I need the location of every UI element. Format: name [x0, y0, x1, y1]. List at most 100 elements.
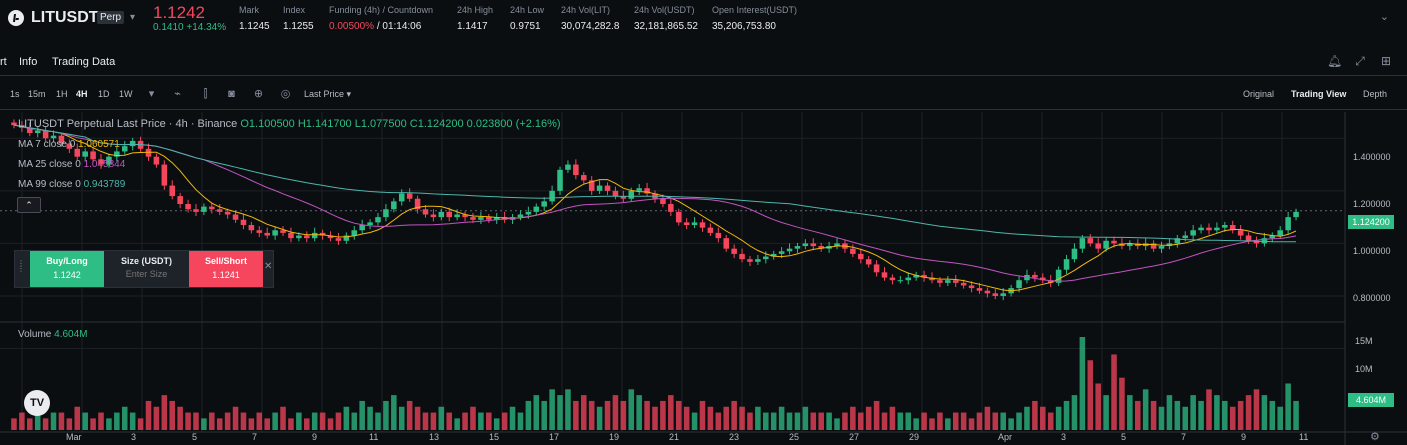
- volume-bar: [137, 418, 144, 430]
- volume-bar: [58, 412, 65, 430]
- volume-bar: [699, 400, 706, 430]
- candle: [984, 290, 991, 294]
- candle-type-icon[interactable]: ⫿: [203, 88, 208, 100]
- sell-label: Sell/Short: [204, 256, 247, 266]
- candle: [446, 211, 453, 218]
- candle: [296, 235, 302, 239]
- volume-tick: 15M: [1355, 336, 1373, 346]
- candle: [1119, 243, 1125, 247]
- candle: [288, 232, 294, 239]
- candle: [1269, 235, 1276, 239]
- plus-circle-icon[interactable]: ⊕: [253, 88, 264, 100]
- candle: [1214, 227, 1220, 231]
- candle: [715, 232, 722, 239]
- date-tick: 25: [789, 432, 800, 442]
- candle: [770, 253, 777, 257]
- timeframe-1h[interactable]: 1H: [56, 89, 68, 99]
- volume-bar: [937, 412, 943, 430]
- camera-icon[interactable]: ◙: [228, 88, 235, 100]
- candle: [201, 206, 207, 212]
- chevron-down-icon[interactable]: ▾: [148, 88, 155, 100]
- candle: [810, 243, 817, 247]
- volume-bar: [383, 400, 389, 430]
- timeframe-1w[interactable]: 1W: [119, 89, 133, 99]
- close-icon[interactable]: ✕: [264, 261, 273, 272]
- volume-bar: [612, 395, 619, 430]
- settings-circle-icon[interactable]: ◎: [280, 88, 291, 100]
- stat-mark: Mark 1.1245: [239, 5, 270, 32]
- grid-icon[interactable]: ⊞: [1380, 54, 1392, 68]
- indicators-icon[interactable]: ⌁: [174, 88, 181, 100]
- volume-bar: [1119, 377, 1125, 430]
- price-tick: 1.400000: [1353, 152, 1391, 162]
- candle: [604, 185, 611, 191]
- volume-bar: [501, 412, 508, 430]
- volume-bar: [454, 418, 460, 430]
- candle: [319, 232, 326, 236]
- candle: [834, 243, 840, 247]
- view-trading-view[interactable]: Trading View: [1291, 89, 1347, 99]
- collapse-legend-button[interactable]: ⌃: [17, 197, 41, 213]
- expand-icon[interactable]: ⤢: [1355, 54, 1365, 68]
- tradingview-logo-icon[interactable]: TV: [24, 390, 50, 416]
- date-tick: 19: [609, 432, 620, 442]
- tab-trading-data[interactable]: Trading Data: [52, 56, 116, 68]
- volume-bar: [533, 395, 540, 430]
- candle: [1095, 243, 1101, 249]
- volume-bar: [478, 412, 484, 430]
- sell-short-button[interactable]: Sell/Short 1.1241: [189, 251, 263, 287]
- date-tick: Mar: [66, 432, 82, 442]
- date-tick: 5: [1121, 432, 1127, 442]
- volume-bar: [1158, 406, 1165, 430]
- timeframe-1d[interactable]: 1D: [98, 89, 110, 99]
- timeframe-4h[interactable]: 4H: [76, 89, 88, 99]
- candle: [1000, 293, 1006, 296]
- volume-bar: [201, 418, 207, 430]
- candle: [438, 211, 445, 218]
- tab-chart[interactable]: rt: [0, 56, 7, 68]
- tab-actions: 🔔︎ ⤢ ⊞: [1327, 54, 1393, 68]
- volume-bar: [517, 412, 524, 430]
- stat-value: 35,206,753.80: [712, 21, 776, 32]
- candle: [1032, 274, 1038, 278]
- view-original[interactable]: Original: [1243, 89, 1275, 99]
- volume-bar: [406, 400, 413, 430]
- candle: [351, 230, 358, 236]
- stat-label: Funding (4h) / Countdown: [329, 5, 434, 15]
- volume-bar: [296, 412, 302, 430]
- candle: [90, 151, 96, 160]
- candle: [161, 164, 168, 186]
- volume-bar: [1293, 400, 1299, 430]
- volume-bar: [470, 406, 476, 430]
- timeframe-1s[interactable]: 1s: [10, 89, 20, 99]
- chevron-down-icon[interactable]: ⌄: [1379, 11, 1389, 23]
- symbol-name[interactable]: LITUSDT: [31, 9, 99, 26]
- volume-bar: [248, 418, 255, 430]
- view-depth[interactable]: Depth: [1363, 89, 1388, 99]
- tab-info[interactable]: Info: [19, 56, 38, 68]
- gear-icon[interactable]: ⚙: [1370, 431, 1380, 443]
- stat-label: 24h Low: [510, 5, 545, 15]
- timeframe-15m[interactable]: 15m: [28, 89, 46, 99]
- buy-long-button[interactable]: Buy/Long 1.1242: [30, 251, 104, 287]
- size-input[interactable]: [111, 269, 182, 279]
- ma7-value: 1.060571: [78, 139, 120, 150]
- candlestick-chart[interactable]: [0, 112, 1407, 445]
- volume-bar: [865, 406, 872, 430]
- candle: [1071, 248, 1078, 260]
- price-type-select[interactable]: Last Price ▾: [304, 89, 351, 100]
- bell-icon[interactable]: 🔔︎: [1327, 54, 1343, 68]
- candle: [1237, 230, 1244, 236]
- chevron-down-icon[interactable]: ▾: [130, 12, 136, 23]
- volume-bar: [391, 395, 397, 430]
- candle: [145, 148, 152, 157]
- chart-area[interactable]: [0, 112, 1407, 445]
- volume-bar: [1229, 406, 1236, 430]
- date-tick: 7: [1181, 432, 1187, 442]
- drag-handle-icon[interactable]: ⋮ ⋮: [17, 259, 25, 273]
- volume-bar: [549, 389, 555, 430]
- stat-value: 1.1245: [239, 21, 270, 32]
- buy-label: Buy/Long: [46, 256, 88, 266]
- candle: [850, 248, 856, 254]
- volume-bar: [1008, 418, 1014, 430]
